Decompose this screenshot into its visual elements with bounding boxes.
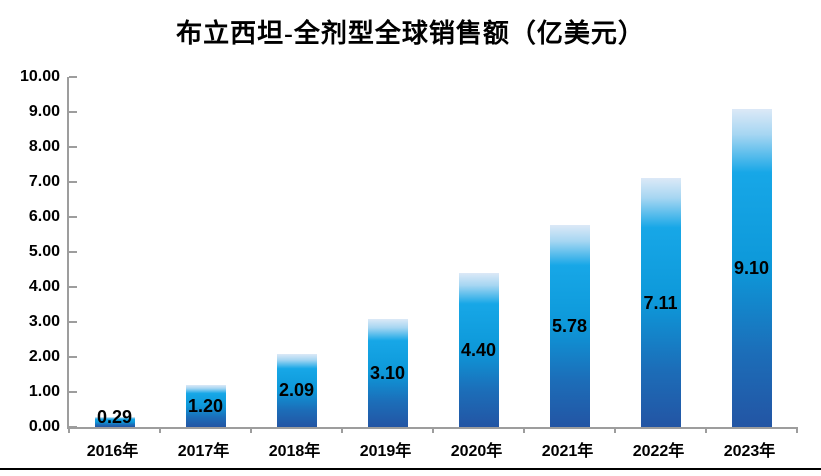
bar-2022年 <box>640 178 681 427</box>
x-axis-tick <box>68 427 70 433</box>
y-axis-tick-label: 8.00 <box>28 138 60 155</box>
bar-2023年 <box>731 108 772 427</box>
y-axis-tick <box>69 356 77 358</box>
bar-2016年 <box>94 416 135 427</box>
x-axis-category-label: 2020年 <box>450 443 503 460</box>
y-axis-tick-label: 1.00 <box>28 383 60 400</box>
plot-area: 0.29 1.20 2.09 3.10 4.40 5.78 7.11 9.10 <box>67 76 798 433</box>
y-axis-tick <box>69 286 77 288</box>
y-axis-tick-label: 6.00 <box>28 208 60 225</box>
chart-bottom-border <box>0 468 821 470</box>
x-axis-category-label: 2019年 <box>359 443 412 460</box>
y-axis-tick <box>69 111 77 113</box>
y-axis-tick <box>69 181 77 183</box>
y-axis-tick <box>69 216 77 218</box>
y-axis-tick <box>69 321 77 323</box>
y-axis-tick <box>69 251 77 253</box>
x-axis-tick <box>705 427 707 433</box>
y-axis-tick-label: 4.00 <box>28 278 60 295</box>
y-axis-tick-label: 9.00 <box>28 103 60 120</box>
bar-value-label: 2.09 <box>278 380 315 401</box>
x-axis-tick <box>432 427 434 433</box>
y-axis-tick <box>69 146 77 148</box>
x-axis-tick <box>523 427 525 433</box>
x-axis-category-label: 2021年 <box>541 443 594 460</box>
x-axis-category-label: 2018年 <box>268 443 321 460</box>
y-axis-tick <box>69 76 77 78</box>
bar-value-label: 3.10 <box>369 362 406 383</box>
x-axis-tick <box>159 427 161 433</box>
x-axis-tick <box>796 427 798 433</box>
bar-2020年 <box>458 273 499 427</box>
chart-title: 布立西坦-全剂型全球销售额（亿美元） <box>176 19 645 48</box>
y-axis-tick-label: 2.00 <box>28 348 60 365</box>
y-axis-tick-label: 3.00 <box>28 313 60 330</box>
bar-value-label: 5.78 <box>551 315 588 336</box>
y-axis-tick <box>69 426 77 428</box>
bar-value-label: 1.20 <box>187 396 224 416</box>
y-axis-tick-label: 5.00 <box>28 243 60 260</box>
x-axis-category-label: 2017年 <box>177 443 230 460</box>
x-axis-category-label: 2022年 <box>632 443 685 460</box>
bar-value-label: 4.40 <box>460 340 497 360</box>
y-axis-tick <box>69 391 77 393</box>
bar-value-label: 0.29 <box>96 407 133 427</box>
bar-value-label: 7.11 <box>643 292 678 313</box>
bar-value-label: 9.10 <box>733 257 770 278</box>
y-axis-tick-label: 10.00 <box>19 68 60 85</box>
bar-2021年 <box>549 224 590 427</box>
bar-2019年 <box>367 318 408 427</box>
bar-2017年 <box>185 385 226 427</box>
x-axis-category-label: 2016年 <box>86 443 139 460</box>
bar-2018年 <box>276 353 317 427</box>
y-axis-tick-label: 7.00 <box>28 173 60 190</box>
x-axis-category-label: 2023年 <box>723 443 776 460</box>
x-axis-tick <box>614 427 616 433</box>
x-axis-tick <box>341 427 343 433</box>
x-axis-tick <box>250 427 252 433</box>
y-axis-tick-label: 0.00 <box>28 418 60 435</box>
